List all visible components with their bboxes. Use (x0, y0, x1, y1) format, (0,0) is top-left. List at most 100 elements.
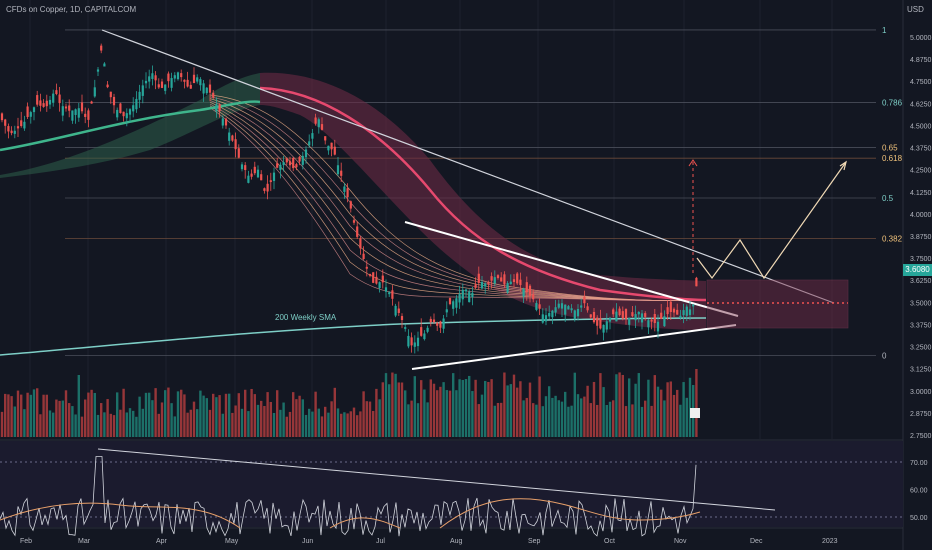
candle-body-156 (500, 277, 503, 282)
volume-bar-51 (164, 390, 167, 437)
volume-bar-35 (112, 415, 116, 437)
candle-body-213 (682, 310, 685, 316)
x-tick-Mar: Mar (78, 538, 91, 545)
candle-body-31 (100, 45, 103, 51)
candle-body-191 (612, 309, 615, 315)
volume-bar-137 (439, 386, 442, 437)
candle-body-7 (23, 121, 26, 129)
volume-bar-68 (218, 395, 221, 437)
volume-bar-179 (573, 372, 576, 437)
y-tick-1: 4.8750 (910, 57, 932, 64)
candle-body-62 (199, 79, 202, 86)
volume-bar-117 (375, 388, 378, 437)
volume-bar-200 (640, 406, 644, 437)
candle-body-73 (234, 139, 237, 150)
candle-body-149 (477, 273, 480, 283)
y-tick-13: 3.3750 (910, 322, 932, 329)
volume-bar-50 (160, 402, 164, 437)
volume-bar-54 (173, 416, 176, 437)
candle-body-77 (247, 175, 250, 183)
candle-body-80 (256, 169, 260, 178)
volume-bar-116 (372, 410, 375, 437)
candle-body-181 (580, 305, 583, 308)
volume-bar-162 (519, 381, 522, 437)
candle-body-56 (180, 73, 183, 78)
candle-body-85 (272, 172, 276, 182)
candle-body-180 (576, 308, 580, 317)
volume-bar-169 (541, 406, 544, 437)
volume-bar-119 (381, 382, 384, 437)
y-tick-0: 5.0000 (910, 35, 932, 42)
candle-body-98 (314, 117, 317, 124)
candle-body-69 (221, 118, 224, 126)
candle-body-34 (109, 91, 112, 98)
volume-bar-62 (199, 390, 202, 437)
candle-body-140 (448, 298, 452, 305)
candle-body-139 (445, 309, 448, 313)
volume-bar-22 (71, 406, 74, 437)
volume-bar-107 (343, 412, 346, 437)
candle-body-104 (333, 146, 336, 155)
candle-body-47 (151, 73, 154, 79)
candle-body-188 (602, 324, 605, 333)
volume-bar-113 (362, 391, 365, 437)
volume-bar-105 (336, 408, 340, 437)
volume-bar-175 (560, 401, 564, 437)
volume-bar-70 (224, 393, 228, 437)
last-price-tag[interactable]: 3.6080 (903, 264, 932, 276)
y-tick-6: 4.2500 (910, 168, 932, 175)
candle-body-6 (20, 120, 23, 127)
volume-bar-2 (7, 394, 10, 437)
volume-bar-188 (602, 387, 605, 437)
volume-bar-52 (167, 387, 170, 437)
candle-body-28 (90, 101, 93, 104)
candle-body-91 (292, 157, 295, 169)
candle-body-183 (586, 306, 589, 311)
candle-body-54 (173, 75, 176, 79)
volume-bar-64 (205, 398, 208, 437)
volume-bar-149 (477, 404, 480, 437)
candle-body-88 (282, 162, 285, 166)
candle-body-202 (647, 320, 650, 328)
volume-bar-91 (292, 392, 295, 437)
candle-body-158 (506, 283, 509, 293)
volume-bar-84 (269, 401, 272, 437)
candle-body-130 (416, 337, 420, 347)
volume-bar-27 (87, 392, 90, 437)
x-tick-Jul: Jul (376, 538, 385, 545)
volume-bar-34 (109, 413, 112, 437)
volume-bar-190 (608, 401, 612, 437)
candle-body-52 (167, 73, 170, 82)
volume-bar-69 (221, 413, 224, 437)
y-tick-18: 2.7500 (910, 433, 932, 440)
candle-body-120 (384, 287, 388, 292)
volume-bar-178 (570, 405, 573, 437)
candle-body-166 (532, 294, 535, 300)
rsi-line (0, 456, 697, 537)
candle-body-162 (519, 279, 522, 286)
volume-bar-9 (29, 394, 32, 437)
candle-body-132 (423, 333, 426, 340)
candle-body-194 (621, 311, 624, 319)
volume-bar-18 (58, 400, 61, 437)
candle-body-192 (615, 311, 618, 322)
candle-body-61 (196, 77, 199, 82)
volume-bar-38 (122, 388, 125, 437)
rsi-tick-2: 50.00 (910, 515, 928, 522)
volume-bar-95 (304, 414, 308, 437)
candle-body-40 (128, 109, 132, 115)
candle-body-143 (458, 294, 461, 303)
ma-ribbon-green (0, 73, 260, 178)
volume-bar-43 (138, 396, 141, 437)
volume-bar-25 (80, 416, 84, 437)
volume-bar-170 (544, 396, 548, 437)
rsi-tick-1: 60.00 (910, 488, 928, 495)
y-tick-4: 4.5000 (910, 123, 932, 130)
volume-bar-146 (468, 375, 471, 437)
candle-body-210 (672, 308, 676, 313)
y-tick-10: 3.7500 (910, 256, 932, 263)
candle-body-144 (461, 289, 464, 300)
candle-body-118 (378, 282, 381, 289)
volume-bar-93 (298, 395, 301, 437)
volume-bar-185 (592, 381, 596, 437)
